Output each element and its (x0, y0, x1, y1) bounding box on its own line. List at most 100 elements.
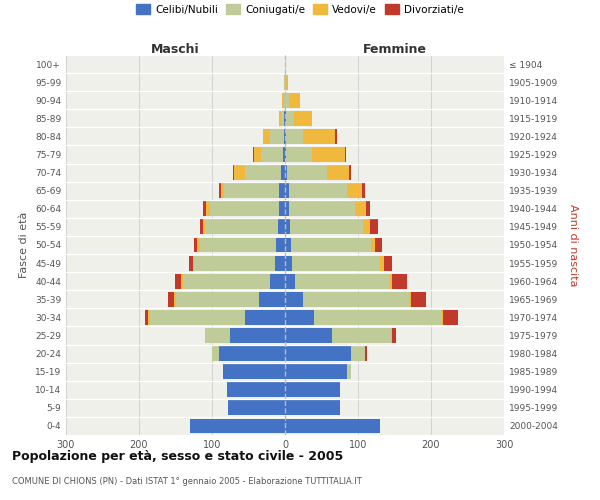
Bar (285, 346, 350, 361)
Bar (411, 292, 426, 306)
Bar (380, 256, 383, 270)
Bar (285, 418, 380, 434)
Bar (285, 310, 314, 325)
Text: Popolazione per età, sesso e stato civile - 2005: Popolazione per età, sesso e stato civil… (12, 450, 343, 463)
Bar (347, 364, 350, 379)
Bar (174, 292, 176, 306)
Text: Femmine: Femmine (362, 43, 427, 56)
Bar (193, 256, 194, 270)
Bar (285, 111, 286, 126)
Bar (409, 292, 411, 306)
Bar (312, 147, 345, 162)
Bar (285, 147, 286, 162)
Bar (366, 202, 370, 216)
Bar (279, 202, 285, 216)
Bar (233, 165, 234, 180)
Bar (291, 238, 371, 252)
Bar (234, 165, 245, 180)
Bar (390, 274, 392, 288)
Bar (303, 292, 409, 306)
Bar (271, 129, 284, 144)
Bar (194, 238, 197, 252)
Y-axis label: Fasce di età: Fasce di età (19, 212, 29, 278)
Bar (148, 310, 150, 325)
Bar (271, 274, 285, 288)
Bar (224, 184, 279, 198)
Bar (332, 328, 391, 343)
Bar (194, 256, 275, 270)
Bar (203, 202, 206, 216)
Bar (263, 129, 271, 144)
Bar (284, 74, 285, 90)
Bar (292, 256, 380, 270)
Bar (175, 274, 181, 288)
Bar (285, 238, 291, 252)
Bar (286, 147, 312, 162)
Bar (275, 256, 285, 270)
Bar (205, 220, 278, 234)
Bar (285, 364, 347, 379)
Bar (345, 147, 346, 162)
Bar (261, 147, 283, 162)
Bar (145, 310, 148, 325)
Bar (284, 129, 285, 144)
Bar (365, 346, 367, 361)
Bar (276, 238, 285, 252)
Bar (287, 165, 328, 180)
Bar (253, 147, 254, 162)
Bar (391, 328, 392, 343)
Bar (200, 238, 276, 252)
Bar (350, 346, 365, 361)
Bar (227, 382, 285, 397)
Bar (285, 220, 290, 234)
Bar (181, 274, 183, 288)
Bar (289, 202, 355, 216)
Bar (285, 256, 292, 270)
Bar (285, 74, 286, 90)
Bar (223, 364, 285, 379)
Bar (383, 256, 392, 270)
Bar (221, 184, 224, 198)
Bar (228, 400, 285, 415)
Bar (212, 346, 220, 361)
Bar (283, 147, 285, 162)
Bar (278, 220, 285, 234)
Bar (285, 129, 286, 144)
Bar (281, 111, 284, 126)
Bar (285, 382, 340, 397)
Bar (285, 184, 289, 198)
Bar (442, 310, 443, 325)
Bar (183, 274, 271, 288)
Bar (285, 400, 340, 415)
Bar (281, 165, 285, 180)
Bar (245, 310, 285, 325)
Bar (285, 328, 332, 343)
Bar (220, 184, 221, 198)
Bar (190, 256, 193, 270)
Bar (355, 202, 366, 216)
Bar (335, 129, 337, 144)
Bar (286, 129, 302, 144)
Bar (285, 292, 303, 306)
Bar (168, 292, 174, 306)
Bar (230, 328, 285, 343)
Bar (279, 184, 285, 198)
Bar (286, 74, 288, 90)
Y-axis label: Anni di nascita: Anni di nascita (568, 204, 578, 286)
Bar (285, 165, 287, 180)
Bar (210, 202, 279, 216)
Bar (175, 292, 259, 306)
Bar (284, 93, 285, 108)
Bar (200, 220, 203, 234)
Bar (371, 238, 375, 252)
Bar (285, 274, 295, 288)
Bar (392, 328, 396, 343)
Text: Maschi: Maschi (151, 43, 200, 56)
Bar (220, 346, 285, 361)
Legend: Celibi/Nubili, Coniugati/e, Vedovi/e, Divorziati/e: Celibi/Nubili, Coniugati/e, Vedovi/e, Di… (132, 0, 468, 19)
Bar (259, 292, 285, 306)
Bar (295, 274, 390, 288)
Bar (284, 111, 285, 126)
Bar (285, 202, 289, 216)
Bar (150, 310, 245, 325)
